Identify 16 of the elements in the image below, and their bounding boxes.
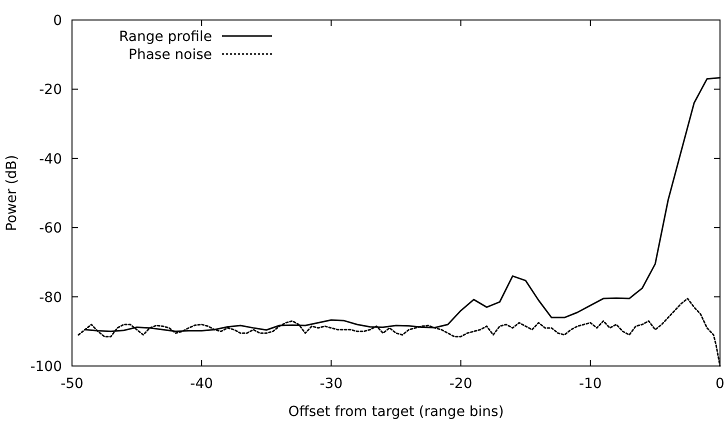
y-axis-title: Power (dB) — [4, 154, 20, 232]
y-tick-label: -20 — [39, 82, 62, 98]
y-tick-label: -60 — [39, 220, 62, 237]
legend-label: Phase noise — [128, 47, 212, 63]
legend-label: Range profile — [118, 29, 212, 45]
y-tick-label: 0 — [53, 13, 62, 29]
y-tick-label: -100 — [30, 359, 62, 375]
y-tick-label: -80 — [39, 290, 62, 306]
x-tick-label: 0 — [716, 376, 724, 392]
x-tick-label: -40 — [190, 376, 214, 392]
x-axis-title: Offset from target (range bins) — [288, 404, 504, 420]
x-tick-label: -20 — [449, 376, 472, 392]
x-tick-label: -50 — [60, 376, 84, 392]
x-tick-label: -30 — [320, 376, 343, 392]
y-tick-label: -40 — [39, 151, 62, 168]
x-tick-label: -10 — [578, 376, 602, 392]
